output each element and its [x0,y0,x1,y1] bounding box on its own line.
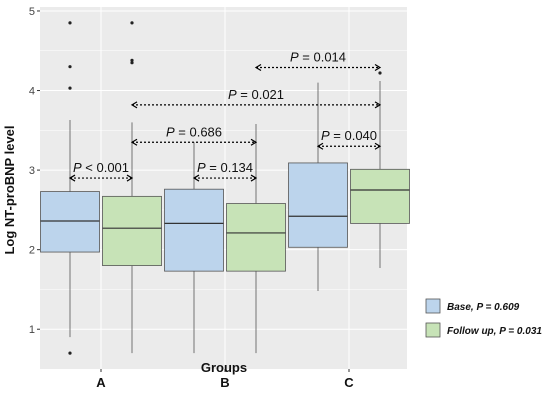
significance-bracket: P = 0.014 [254,49,382,71]
p-symbol: P [228,87,237,102]
p-value-label: P = 0.686 [166,124,222,139]
outlier-point [68,21,72,25]
p-value-label: P = 0.021 [228,87,284,102]
box-body [40,191,100,253]
box-body [350,168,410,224]
box-B-follow-up [226,123,286,354]
x-tick-label: C [344,375,354,390]
left-arrowhead [254,63,262,71]
p-value-label: P = 0.040 [321,128,377,143]
y-tick-label: 2 [29,245,35,257]
p-value: = 0.686 [175,124,222,139]
significance-bracket: P = 0.021 [130,87,382,109]
right-arrowhead [374,63,382,71]
x-tick-label: A [96,375,106,390]
box-C-base [288,82,348,292]
y-tick-label: 3 [29,165,35,177]
left-arrowhead [130,101,138,109]
right-arrowhead [250,174,258,182]
y-tick-label: 5 [29,6,35,18]
legend-item: Base, P = 0.609 [425,298,520,314]
outlier-point [130,61,134,65]
right-arrowhead [126,174,134,182]
p-value: = 0.021 [237,87,284,102]
y-axis: 1 2 3 4 5 [29,6,40,336]
p-symbol: P [166,124,175,139]
right-arrowhead [250,138,258,146]
box-A-follow-up [102,21,162,354]
legend-label: Follow up, P = 0.031 [447,326,542,337]
y-tick-label: 1 [29,324,35,336]
p-value: = 0.040 [330,128,377,143]
outlier-point [68,86,72,90]
p-symbol: P [73,160,82,175]
box-C-follow-up [350,71,410,268]
box-body [164,188,224,272]
y-tick-label: 4 [29,86,35,98]
p-value: = 0.014 [299,49,346,64]
left-arrowhead [316,142,324,150]
box-body [102,195,162,266]
p-value-label: P = 0.014 [290,49,346,64]
outlier-point [68,65,72,69]
legend-swatch [425,298,441,314]
box-B-base [164,142,224,354]
significance-bracket: P < 0.001 [68,160,134,182]
significance-bracket: P = 0.134 [192,160,258,182]
p-symbol: P [321,128,330,143]
outlier-point [68,351,72,355]
box-body [288,162,348,248]
legend-name: Base, [447,302,476,313]
legend-p-symbol: P [499,326,506,337]
box-body [226,203,286,272]
left-arrowhead [68,174,76,182]
y-axis-title: Log NT-proBNP level [2,125,17,254]
right-arrowhead [374,101,382,109]
box-A-base [40,21,100,355]
left-arrowhead [192,174,200,182]
legend: Base, P = 0.609 Follow up, P = 0.031 [425,298,542,338]
x-axis: A B C [96,369,354,390]
p-value-label: P < 0.001 [73,160,129,175]
legend-label: Base, P = 0.609 [447,302,520,313]
significance-bracket: P = 0.686 [130,124,258,146]
p-value: = 0.134 [206,160,253,175]
legend-name: Follow up, [447,326,499,337]
p-value: < 0.001 [82,160,129,175]
x-tick-label: B [220,375,229,390]
x-axis-title: Groups [201,360,247,375]
p-value-label: P = 0.134 [197,160,253,175]
legend-p-symbol: P [476,302,483,313]
outlier-point [130,58,134,62]
legend-swatch [425,322,441,338]
right-arrowhead [374,142,382,150]
legend-p-value: = 0.031 [506,326,543,337]
outlier-point [378,71,382,75]
p-symbol: P [290,49,299,64]
legend-item: Follow up, P = 0.031 [425,322,542,338]
p-symbol: P [197,160,206,175]
legend-p-value: = 0.609 [483,302,520,313]
significance-bracket: P = 0.040 [316,128,382,150]
outlier-point [130,21,134,25]
left-arrowhead [130,138,138,146]
boxes [40,21,410,355]
